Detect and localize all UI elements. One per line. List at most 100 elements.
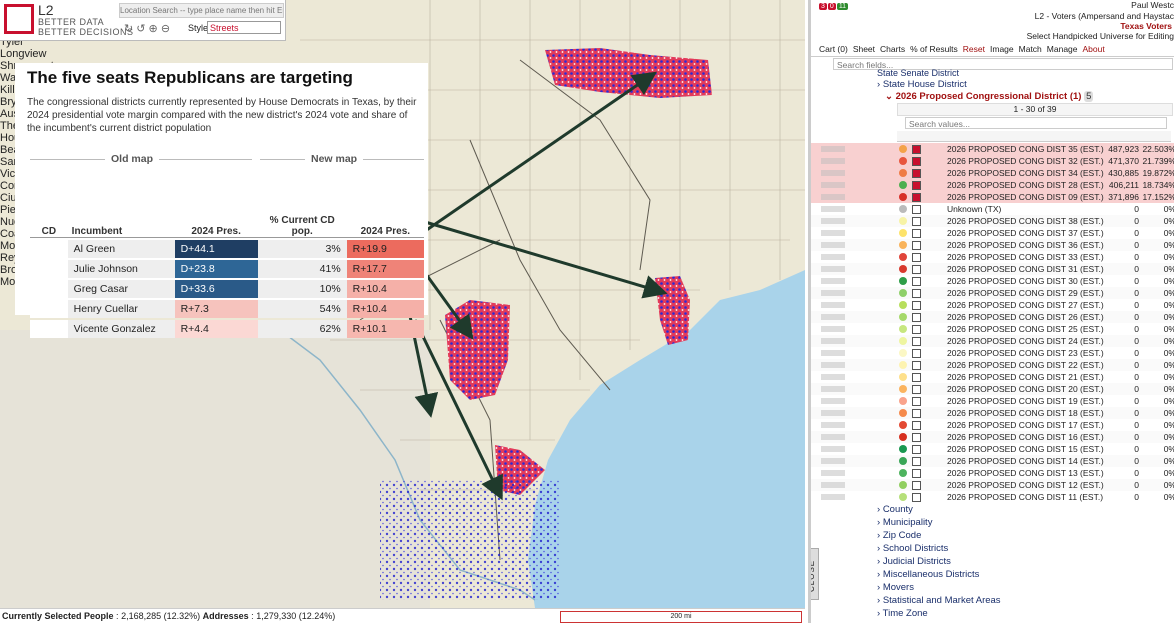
district-row[interactable]: 2026 PROPOSED CONG DIST 12 (EST.) 0 0% [811,479,1174,491]
tree-node[interactable]: › School Districts [877,543,949,554]
checkbox[interactable] [912,157,921,166]
checkbox[interactable] [912,421,921,430]
toolbar-button[interactable]: Sheet [852,44,876,54]
district-row[interactable]: 2026 PROPOSED CONG DIST 14 (EST.) 0 0% [811,455,1174,467]
checkbox[interactable] [912,445,921,454]
checkbox[interactable] [912,481,921,490]
badge[interactable]: 3 [819,3,827,10]
close-tab[interactable] [811,548,819,600]
user-name[interactable]: Paul Westc [1131,0,1174,10]
location-search[interactable]: Location Search -- type place name then … [119,3,284,18]
tree-node[interactable]: › State House District [877,79,967,90]
tree-node[interactable]: State Senate District [877,68,960,78]
close-label[interactable]: CLOSE [808,559,816,592]
district-row[interactable]: 2026 PROPOSED CONG DIST 37 (EST.) 0 0% [811,227,1174,239]
checkbox[interactable] [912,469,921,478]
toolbar-button[interactable]: Cart (0) [819,44,848,54]
badge[interactable]: 0 [827,3,836,10]
district-row[interactable]: 2026 PROPOSED CONG DIST 28 (EST.) 406,211… [811,179,1174,191]
checkbox[interactable] [912,361,921,370]
district-row[interactable]: 2026 PROPOSED CONG DIST 22 (EST.) 0 0% [811,359,1174,371]
district-row[interactable]: 2026 PROPOSED CONG DIST 34 (EST.) 430,885… [811,167,1174,179]
district-row[interactable]: 2026 PROPOSED CONG DIST 23 (EST.) 0 0% [811,347,1174,359]
checkbox[interactable] [912,145,921,154]
district-row[interactable]: 2026 PROPOSED CONG DIST 27 (EST.) 0 0% [811,299,1174,311]
tree-node[interactable]: › County [877,504,913,515]
district-row[interactable]: 2026 PROPOSED CONG DIST 09 (EST.) 371,896… [811,191,1174,203]
node-badge: 5 [1084,91,1094,102]
district-row[interactable]: 2026 PROPOSED CONG DIST 29 (EST.) 0 0% [811,287,1174,299]
tree-node[interactable]: › Zip Code [877,530,922,541]
checkbox[interactable] [912,229,921,238]
checkbox[interactable] [912,181,921,190]
district-count: 0 [1134,300,1139,310]
district-row[interactable]: 2026 PROPOSED CONG DIST 36 (EST.) 0 0% [811,239,1174,251]
district-row[interactable]: 2026 PROPOSED CONG DIST 18 (EST.) 0 0% [811,407,1174,419]
tree-node[interactable]: › Movers [877,582,914,593]
checkbox[interactable] [912,325,921,334]
tree-node[interactable]: › Statistical and Market Areas [877,595,1001,606]
checkbox[interactable] [912,337,921,346]
checkbox[interactable] [912,373,921,382]
value-search[interactable]: Search values... [905,117,1167,129]
checkbox[interactable] [912,433,921,442]
district-row[interactable]: 2026 PROPOSED CONG DIST 25 (EST.) 0 0% [811,323,1174,335]
checkbox[interactable] [912,289,921,298]
checkbox[interactable] [912,193,921,202]
checkbox[interactable] [912,313,921,322]
tree-node[interactable]: › Judicial Districts [877,556,951,567]
style-select[interactable]: Streets [207,21,281,34]
checkbox[interactable] [912,169,921,178]
district-row[interactable]: 2026 PROPOSED CONG DIST 38 (EST.) 0 0% [811,215,1174,227]
district-row[interactable]: 2026 PROPOSED CONG DIST 33 (EST.) 0 0% [811,251,1174,263]
checkbox[interactable] [912,217,921,226]
checkbox[interactable] [912,385,921,394]
toolbar-button[interactable]: Charts [880,44,906,54]
checkbox[interactable] [912,397,921,406]
district-row[interactable]: 2026 PROPOSED CONG DIST 32 (EST.) 471,370… [811,155,1174,167]
badge[interactable]: 11 [836,3,849,10]
checkbox[interactable] [912,493,921,502]
checkbox[interactable] [912,253,921,262]
district-row[interactable]: 2026 PROPOSED CONG DIST 16 (EST.) 0 0% [811,431,1174,443]
field-search[interactable]: Search fields... [833,58,1173,70]
toolbar-button[interactable]: Reset [962,44,986,54]
checkbox[interactable] [912,241,921,250]
map-tools[interactable]: ↻ ↺ ⊕ ⊖ [124,23,171,35]
toolbar-button[interactable]: Image [990,44,1014,54]
district-row[interactable]: 2026 PROPOSED CONG DIST 21 (EST.) 0 0% [811,371,1174,383]
checkbox[interactable] [912,265,921,274]
table-cell: 10% [257,280,347,298]
tree-node[interactable]: › Miscellaneous Districts [877,569,980,580]
checkbox[interactable] [912,409,921,418]
district-name: 2026 PROPOSED CONG DIST 22 (EST.) [947,360,1104,370]
tree-node-open[interactable]: ⌄ 2026 Proposed Congressional District (… [885,91,1094,102]
toolbar-button[interactable]: % of Results [910,44,958,54]
checkbox[interactable] [912,205,921,214]
district-row[interactable]: 2026 PROPOSED CONG DIST 17 (EST.) 0 0% [811,419,1174,431]
state-name[interactable]: Texas Voters [1120,21,1172,31]
district-row[interactable]: 2026 PROPOSED CONG DIST 19 (EST.) 0 0% [811,395,1174,407]
district-row[interactable]: 2026 PROPOSED CONG DIST 15 (EST.) 0 0% [811,443,1174,455]
checkbox[interactable] [912,301,921,310]
universe-link[interactable]: Select Handpicked Universe for Editing [1026,31,1174,41]
district-row[interactable]: 2026 PROPOSED CONG DIST 31 (EST.) 0 0% [811,263,1174,275]
tree-node[interactable]: › Municipality [877,517,933,528]
district-row[interactable]: 2026 PROPOSED CONG DIST 24 (EST.) 0 0% [811,335,1174,347]
toolbar-button[interactable]: Manage [1046,44,1078,54]
checkbox[interactable] [912,457,921,466]
district-row[interactable]: 2026 PROPOSED CONG DIST 20 (EST.) 0 0% [811,383,1174,395]
toolbar-button[interactable]: About [1082,44,1105,54]
tree-node[interactable]: › Time Zone [877,608,928,619]
district-row[interactable]: 2026 PROPOSED CONG DIST 35 (EST.) 487,923… [811,143,1174,155]
district-row[interactable]: 2026 PROPOSED CONG DIST 30 (EST.) 0 0% [811,275,1174,287]
district-row[interactable]: Unknown (TX) 0 0% [811,203,1174,215]
district-row[interactable]: 2026 PROPOSED CONG DIST 13 (EST.) 0 0% [811,467,1174,479]
pager[interactable]: 1 - 30 of 39 [897,103,1173,116]
checkbox[interactable] [912,349,921,358]
district-row[interactable]: 2026 PROPOSED CONG DIST 11 (EST.) 0 0% [811,491,1174,503]
district-row[interactable]: 2026 PROPOSED CONG DIST 26 (EST.) 0 0% [811,311,1174,323]
district-pct: 0% [1163,468,1174,478]
checkbox[interactable] [912,277,921,286]
toolbar-button[interactable]: Match [1018,44,1042,54]
